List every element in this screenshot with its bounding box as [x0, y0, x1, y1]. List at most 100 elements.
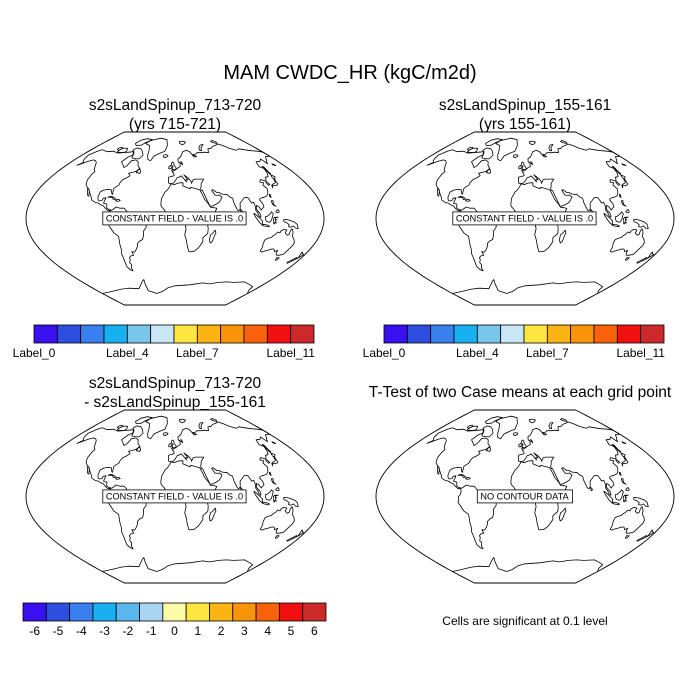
coastline-svalbard: [528, 140, 536, 146]
colorbar-swatch: [115, 602, 140, 622]
coastline-great-britain: [520, 439, 527, 449]
colorbar-label: 3: [241, 624, 248, 638]
coastline-great-britain: [170, 439, 177, 449]
coastline-severnaya-zemlya: [210, 418, 218, 422]
coastline-sri-lanka: [590, 486, 593, 492]
colorbar-swatch: [232, 602, 257, 622]
panel-3-title-line1: s2sLandSpinup_713-720: [88, 375, 262, 392]
colorbar-swatch: [56, 324, 82, 344]
coastline-philippines-mindanao: [275, 209, 280, 214]
coastline-north-america: [76, 149, 141, 212]
colorbar-label: -5: [52, 624, 64, 638]
coastline-tasmania: [275, 535, 280, 539]
colorbar-label: 0: [171, 624, 178, 638]
coastline-great-britain: [520, 161, 527, 171]
coastline-ellesmere-island: [485, 416, 503, 424]
coastline-ireland: [518, 165, 522, 170]
coastline-new-guinea: [633, 219, 649, 229]
coastline-borneo: [614, 211, 624, 223]
coastline-banks-island: [466, 146, 473, 151]
colorbar-label: -4: [75, 624, 87, 638]
coastline-greenland: [495, 137, 518, 162]
coastlines: [76, 137, 304, 294]
coastline-philippines-mindanao: [625, 209, 630, 214]
coastline-tasmania: [275, 257, 280, 261]
coastline-iceland: [512, 432, 519, 436]
map-message-box: [102, 489, 247, 504]
colorbar-label: 5: [287, 624, 295, 638]
coastline-north-america: [76, 427, 141, 490]
coastline-cuba: [107, 473, 117, 478]
coastline-philippines-luzon: [620, 200, 627, 207]
coastline-eurasia: [518, 143, 621, 218]
coastline-hispaniola: [115, 199, 121, 202]
coastline-ellesmere-island: [135, 416, 153, 424]
coastline-great-britain: [170, 161, 177, 171]
colorbar-swatch: [69, 602, 94, 622]
coastline-australia: [609, 506, 645, 534]
coastline-svalbard: [528, 418, 536, 424]
significance-note: Cells are significant at 0.1 level: [442, 614, 608, 628]
colorbar-swatch: [640, 324, 665, 344]
coastline-taiwan: [268, 471, 272, 476]
colorbar-label: Label_0: [362, 346, 406, 360]
colorbar-swatch: [80, 324, 105, 344]
coastline-ellesmere-island: [485, 138, 503, 146]
coastline-greenland: [145, 137, 168, 162]
coastline-new-guinea: [283, 219, 299, 229]
colorbar-swatch: [209, 602, 234, 622]
colorbar-panel-2: [383, 324, 665, 344]
colorbar-label: Label_11: [616, 346, 665, 360]
panel-1-title-line2: (yrs 715-721): [128, 116, 222, 133]
coastline-iceland: [512, 154, 519, 158]
colorbar-swatch: [302, 602, 327, 622]
coastline-java: [611, 501, 620, 506]
coastline-cuba: [457, 473, 467, 478]
colorbar-label: 4: [264, 624, 272, 638]
coastline-newfoundland: [135, 446, 141, 452]
colorbar-panel-1: [33, 324, 315, 344]
colorbar-swatch: [220, 324, 245, 344]
coastline-new-zealand-south: [636, 257, 648, 264]
colorbar-label: 1: [194, 624, 202, 638]
coastline-borneo: [264, 489, 274, 501]
map-message-text: CONSTANT FIELD - VALUE IS .0: [456, 213, 593, 223]
colorbar-label: -6: [29, 624, 41, 638]
colorbar-swatch: [173, 324, 198, 344]
coastline-tasmania: [625, 257, 630, 261]
coastline-new-zealand-north: [297, 251, 304, 259]
coastline-greenland: [495, 415, 518, 440]
coastline-antarctica-edge: [102, 557, 253, 572]
colorbar-swatch: [150, 324, 175, 344]
coastline-new-zealand-north: [297, 529, 304, 537]
colorbar-swatch: [383, 324, 408, 344]
coastline-japan: [271, 456, 279, 467]
colorbar-swatch: [290, 324, 315, 344]
colorbar-label: -1: [145, 624, 157, 638]
map-panel-1: CONSTANT FIELD - VALUE IS .0: [25, 131, 325, 306]
coastline-svalbard: [178, 140, 186, 146]
coastline-madagascar: [209, 507, 217, 522]
coastline-philippines-luzon: [270, 200, 277, 207]
coastline-hispaniola: [465, 199, 471, 202]
coastline-iceland: [162, 432, 169, 436]
coastline-eurasia: [168, 421, 271, 496]
coastline-antarctica-edge: [452, 279, 603, 294]
colorbar-label: Label_7: [525, 346, 569, 360]
coastline-japan: [621, 178, 629, 189]
coastline-new-guinea: [283, 497, 299, 507]
coastline-greenland: [145, 415, 168, 440]
coastline-newfoundland: [485, 168, 491, 174]
coastline-eurasia: [168, 143, 271, 218]
panel-4-title: T-Test of two Case means at each grid po…: [345, 383, 695, 402]
map-message-box: [102, 211, 247, 226]
coastline-baffin-island: [131, 147, 144, 160]
coastline-newfoundland: [135, 168, 141, 174]
coastline-sakhalin: [261, 443, 272, 453]
coastline-north-america: [426, 149, 491, 212]
colorbar-label: Label_0: [12, 346, 56, 360]
coastline-eurasia: [518, 421, 621, 496]
map-message-box: [452, 211, 597, 226]
coastline-hokkaido: [270, 174, 276, 179]
colorbar-label: Label_11: [266, 346, 315, 360]
